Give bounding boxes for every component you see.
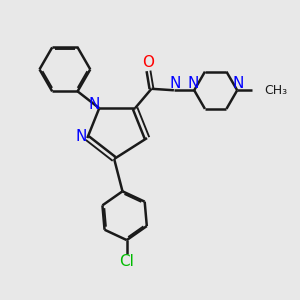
Text: N: N xyxy=(233,76,244,91)
Text: N: N xyxy=(187,76,198,91)
Text: N: N xyxy=(170,76,181,91)
Text: CH₃: CH₃ xyxy=(265,84,288,97)
Text: N: N xyxy=(88,97,100,112)
Text: N: N xyxy=(75,129,86,144)
Text: Cl: Cl xyxy=(119,254,134,269)
Text: O: O xyxy=(142,55,154,70)
